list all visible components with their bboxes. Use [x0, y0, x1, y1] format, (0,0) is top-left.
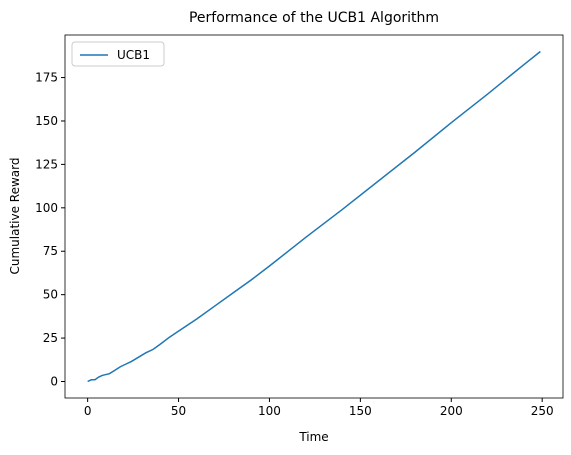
y-tick-label: 175: [35, 71, 58, 85]
y-tick-label: 0: [50, 375, 58, 389]
legend-label: UCB1: [117, 48, 150, 62]
y-tick-label: 25: [43, 331, 58, 345]
line-series: [87, 50, 541, 383]
y-tick-label: 150: [35, 114, 58, 128]
y-tick-label: 75: [43, 244, 58, 258]
plot-frame: [64, 34, 564, 399]
y-tick-label: 125: [35, 157, 58, 171]
x-tick-label: 100: [258, 404, 281, 418]
x-tick-label: 200: [440, 404, 463, 418]
x-tick-label: 150: [349, 404, 372, 418]
y-tick-label: 50: [43, 288, 58, 302]
y-tick-label: 100: [35, 201, 58, 215]
x-tick-label: 50: [171, 404, 186, 418]
x-tick-label: 0: [84, 404, 92, 418]
x-tick-label: 250: [531, 404, 554, 418]
legend-box: [71, 41, 165, 67]
chart-title: Performance of the UCB1 Algorithm: [189, 10, 439, 26]
x-axis-label: Time: [298, 430, 328, 444]
y-axis-label: Cumulative Reward: [8, 158, 22, 275]
